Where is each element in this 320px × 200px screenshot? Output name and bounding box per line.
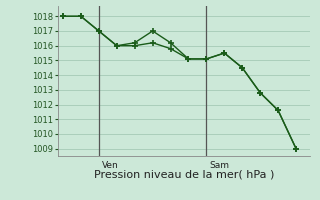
Text: Ven: Ven [101,160,118,170]
Text: Sam: Sam [209,160,229,170]
X-axis label: Pression niveau de la mer( hPa ): Pression niveau de la mer( hPa ) [94,170,274,180]
